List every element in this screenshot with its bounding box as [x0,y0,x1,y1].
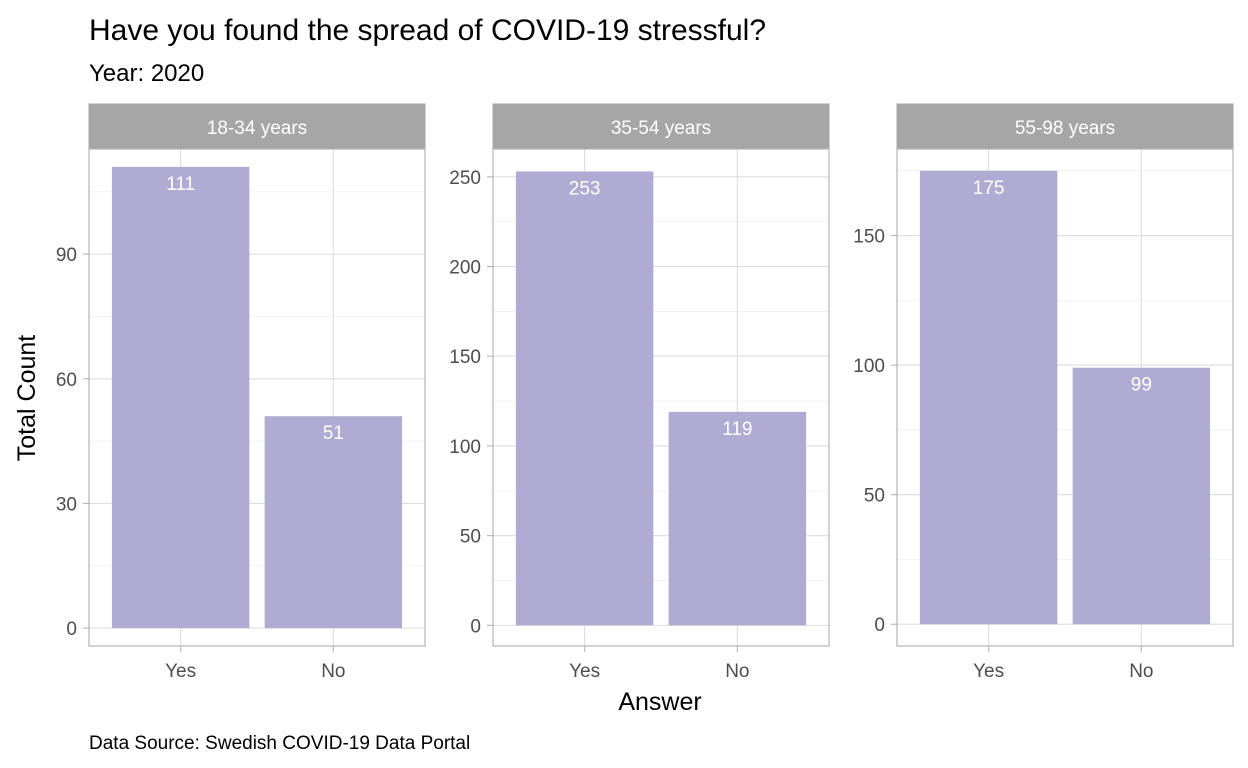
facet-strip-label: 35-54 years [611,118,711,139]
bar-value-label: 253 [569,178,601,199]
y-tick-label: 0 [470,616,481,637]
facet-strip-label: 55-98 years [1015,118,1115,139]
y-tick-label: 100 [449,437,481,458]
facet-strip [492,103,830,150]
chart-title: Have you found the spread of COVID-19 st… [89,14,766,47]
x-tick-label: No [1129,661,1153,682]
x-tick-label: Yes [569,661,600,682]
facet-strip [88,103,426,150]
panel-border [88,148,426,647]
bar-value-label: 119 [722,419,752,440]
y-tick-label: 0 [66,619,77,640]
y-tick-label: 90 [56,245,77,266]
y-tick-label: 0 [874,615,885,636]
y-tick-label: 200 [449,258,481,279]
facet-strip [896,103,1234,150]
bar-yes [515,171,654,626]
x-tick-label: Yes [973,661,1004,682]
y-tick-label: 30 [56,494,77,515]
y-tick-label: 250 [449,168,481,189]
x-tick-label: No [321,661,345,682]
bar-value-label: 99 [1131,375,1152,396]
bar-yes [919,170,1058,625]
bar-no [668,411,807,626]
x-tick-label: Yes [165,661,196,682]
y-tick-label: 60 [56,370,77,391]
bar-no [1072,367,1211,625]
chart-subtitle: Year: 2020 [89,60,204,87]
x-axis-title: Answer [618,688,701,716]
chart-caption: Data Source: Swedish COVID-19 Data Porta… [89,733,470,754]
bar-value-label: 175 [973,178,1005,199]
y-tick-label: 50 [864,486,885,507]
y-axis-title: Total Count [13,335,41,462]
panel-border [492,148,830,647]
panel-border [896,148,1234,647]
facet-panel-1: 35-54 years 253 119 0 50 100 150 200 250 Yes No [449,103,830,682]
bar-no [264,416,403,629]
y-tick-label: 150 [449,347,481,368]
y-tick-label: 50 [460,527,481,548]
bar-yes [111,166,250,629]
x-tick-label: No [725,661,749,682]
bar-value-label: 51 [323,423,344,444]
facet-panels: 18-34 years 111 51 0 30 60 90 Yes No 35-54 years 2… [56,103,1234,682]
facet-strip-label: 18-34 years [207,118,307,139]
bar-value-label: 111 [166,174,195,195]
facet-panel-0: 18-34 years 111 51 0 30 60 90 Yes No [56,103,426,682]
y-tick-label: 150 [853,227,885,248]
y-tick-label: 100 [853,356,885,377]
facet-panel-2: 55-98 years 175 99 0 50 100 150 Yes No [853,103,1234,682]
